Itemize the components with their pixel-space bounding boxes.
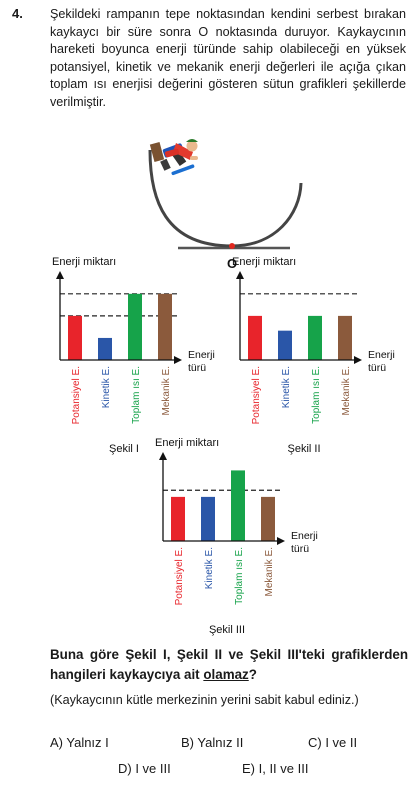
x-axis-label: Enerji xyxy=(291,530,318,542)
y-axis-arrow xyxy=(159,452,167,460)
x-axis-label: türü xyxy=(291,543,309,555)
bar xyxy=(231,470,245,541)
tick-label: Potansiyel E. xyxy=(174,547,185,605)
tick-label: Kinetik E. xyxy=(281,366,292,408)
question-prompt: Buna göre Şekil I, Şekil II ve Şekil III… xyxy=(50,645,408,685)
bar xyxy=(248,315,262,360)
bar xyxy=(171,496,185,541)
y-axis-label: Enerji miktarı xyxy=(155,437,219,449)
x-axis-arrow xyxy=(277,537,285,545)
x-axis-label: türü xyxy=(368,362,386,374)
chart-title: Şekil III xyxy=(209,624,245,636)
chart-title: Şekil I xyxy=(109,443,139,455)
tick-label: Kinetik E. xyxy=(101,366,112,408)
y-axis-label: Enerji miktarı xyxy=(52,256,116,268)
y-axis-arrow xyxy=(56,271,64,279)
tick-label: Mekanik E. xyxy=(264,547,275,596)
bar xyxy=(278,330,292,360)
tick-label: Toplam ısı E. xyxy=(234,547,245,605)
bar xyxy=(158,293,172,360)
tick-label: Mekanik E. xyxy=(341,366,352,415)
bar xyxy=(261,496,275,541)
question-note: (Kaykaycının kütle merkezinin yerini sab… xyxy=(50,693,359,707)
x-axis-arrow xyxy=(354,356,362,364)
y-axis-label: Enerji miktarı xyxy=(232,256,296,268)
option-e[interactable]: E) I, II ve III xyxy=(242,761,309,776)
chart-title: Şekil II xyxy=(287,443,320,455)
bar xyxy=(201,496,215,541)
prompt-emphasis: olamaz xyxy=(203,667,249,682)
point-o-marker xyxy=(229,243,235,249)
option-d[interactable]: D) I ve III xyxy=(118,761,171,776)
prompt-part1: Buna göre Şekil I, Şekil II ve Şekil III… xyxy=(50,647,408,682)
bar xyxy=(98,337,112,360)
y-axis-arrow xyxy=(236,271,244,279)
prompt-part2: ? xyxy=(248,667,257,682)
tick-label: Potansiyel E. xyxy=(251,366,262,424)
option-a[interactable]: A) Yalnız I xyxy=(50,735,109,750)
bar xyxy=(338,315,352,360)
option-c[interactable]: C) I ve II xyxy=(308,735,358,750)
option-b[interactable]: B) Yalnız II xyxy=(181,735,244,750)
point-o-label: O xyxy=(227,256,237,271)
tick-label: Kinetik E. xyxy=(204,547,215,589)
x-axis-label: Enerji xyxy=(368,349,395,361)
question-number: 4. xyxy=(12,6,23,21)
x-axis-label: türü xyxy=(188,362,206,374)
tick-label: Toplam ısı E. xyxy=(311,366,322,424)
bar xyxy=(128,293,142,360)
bar xyxy=(68,315,82,360)
tick-label: Potansiyel E. xyxy=(71,366,82,424)
ramp-illustration: O xyxy=(148,139,303,271)
x-axis-arrow xyxy=(174,356,182,364)
skateboarder-icon xyxy=(149,139,198,176)
bar xyxy=(308,315,322,360)
x-axis-label: Enerji xyxy=(188,349,215,361)
tick-label: Toplam ısı E. xyxy=(131,366,142,424)
question-text: Şekildeki rampanın tepe noktasından kend… xyxy=(50,7,406,109)
tick-label: Mekanik E. xyxy=(161,366,172,415)
